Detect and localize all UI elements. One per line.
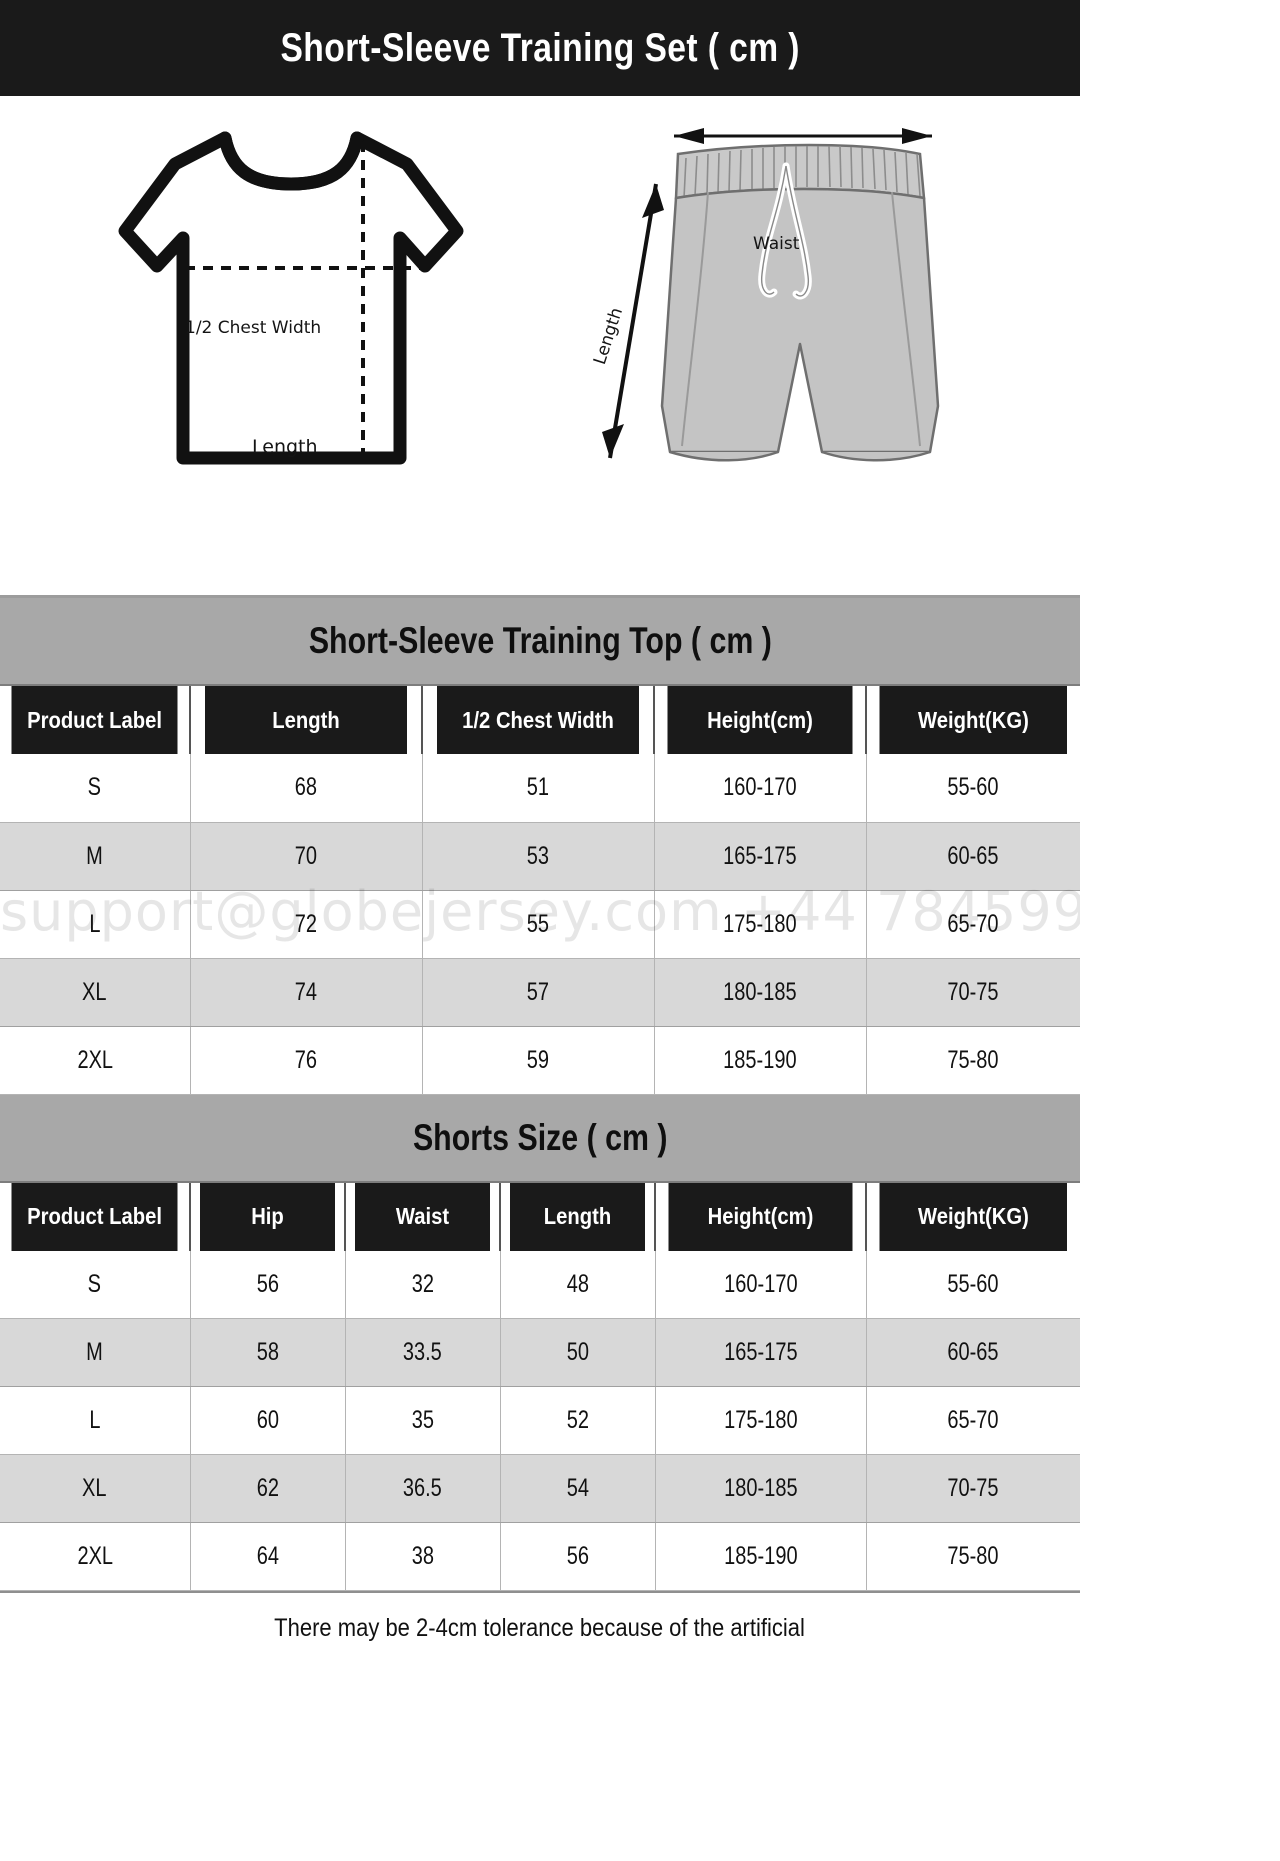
cell-hip: 58 [190,1318,346,1387]
column-header-length: Length [509,1182,647,1251]
column-header-weight: Weight(KG) [878,686,1068,754]
cell-chest: 59 [422,1026,655,1095]
cell-size: M [0,821,191,891]
cell-length: 68 [190,754,423,823]
cell-waist: 33.5 [345,1318,501,1387]
cell-length: 72 [190,890,423,959]
cell-weight: 70-75 [866,1454,1080,1523]
cell-weight: 60-65 [866,1318,1080,1387]
cell-weight: 60-65 [866,821,1080,891]
cell-weight: 65-70 [866,890,1080,959]
shorts-waist-label: Waist [753,234,800,254]
cell-height: 160-170 [655,1250,867,1319]
cell-size: L [0,1386,191,1455]
cell-length: 54 [500,1454,656,1523]
cell-weight: 75-80 [866,1026,1080,1095]
table-row: 2XL 64 38 56 185-190 75-80 [0,1522,1080,1591]
cell-length: 48 [500,1250,656,1319]
top-section-title: Short-Sleeve Training Top ( cm ) [308,620,772,661]
cell-height: 175-180 [654,890,867,959]
table-row: 2XL 76 59 185-190 75-80 [0,1026,1080,1095]
table-header-row: Product Label Hip Waist Length Height(cm… [0,1182,1080,1251]
cell-chest: 55 [422,890,655,959]
column-header-length: Length [203,686,409,754]
column-header-half-chest-width: 1/2 Chest Width [435,686,641,754]
table-row: M 70 53 165-175 60-65 [0,821,1080,891]
cell-height: 185-190 [655,1522,867,1591]
top-section-header: Short-Sleeve Training Top ( cm ) [0,598,1080,686]
size-chart-page: Short-Sleeve Training Set ( cm ) 1/2 Che… [0,0,1080,1663]
column-header-product-label: Product Label [11,686,180,754]
shorts-diagram-icon [602,128,940,462]
column-header-height: Height(cm) [667,1182,855,1251]
shirt-length-label: Length [252,436,318,458]
garment-diagram-area: 1/2 Chest Width Length [0,96,1080,598]
cell-weight: 70-75 [866,957,1080,1027]
cell-hip: 56 [190,1250,346,1319]
cell-size: 2XL [0,1026,191,1095]
cell-waist: 38 [345,1522,501,1591]
cell-length: 50 [500,1318,656,1387]
table-row: L 72 55 175-180 65-70 [0,890,1080,959]
cell-waist: 35 [345,1386,501,1455]
cell-hip: 60 [190,1386,346,1455]
tolerance-note-bar: There may be 2-4cm tolerance because of … [0,1591,1080,1663]
tshirt-diagram-icon [118,131,464,465]
cell-height: 185-190 [654,1026,867,1095]
cell-size: S [0,754,191,823]
shorts-section-header: Shorts Size ( cm ) [0,1094,1080,1183]
cell-length: 70 [190,821,423,891]
cell-waist: 32 [345,1250,501,1319]
page-title-bar: Short-Sleeve Training Set ( cm ) [0,0,1080,96]
cell-height: 160-170 [654,754,867,823]
table-row: S 56 32 48 160-170 55-60 [0,1250,1080,1319]
cell-chest: 51 [422,754,655,823]
cell-length: 56 [500,1522,656,1591]
cell-weight: 55-60 [866,754,1080,823]
cell-height: 180-185 [654,957,867,1027]
table-row: XL 74 57 180-185 70-75 [0,957,1080,1027]
shorts-section-title: Shorts Size ( cm ) [412,1116,668,1158]
table-row: M 58 33.5 50 165-175 60-65 [0,1318,1080,1387]
cell-height: 175-180 [655,1386,867,1455]
training-top-size-table: Product Label Length 1/2 Chest Width Hei… [0,686,1080,1095]
cell-size: 2XL [0,1522,191,1591]
column-header-weight: Weight(KG) [878,1182,1068,1251]
cell-chest: 53 [422,821,655,891]
cell-length: 74 [190,957,423,1027]
column-header-waist: Waist [354,1182,492,1251]
cell-size: L [0,890,191,959]
cell-waist: 36.5 [345,1454,501,1523]
cell-height: 165-175 [655,1318,867,1387]
cell-chest: 57 [422,957,655,1027]
cell-height: 165-175 [654,821,867,891]
cell-size: M [0,1318,191,1387]
cell-hip: 64 [190,1522,346,1591]
cell-size: XL [0,957,191,1027]
table-header-row: Product Label Length 1/2 Chest Width Hei… [0,686,1080,754]
shirt-chest-label: 1/2 Chest Width [185,318,322,338]
column-header-height: Height(cm) [666,686,855,754]
column-header-product-label: Product Label [11,1182,180,1251]
cell-height: 180-185 [655,1454,867,1523]
table-row: S 68 51 160-170 55-60 [0,754,1080,823]
tolerance-note: There may be 2-4cm tolerance because of … [274,1613,806,1642]
cell-hip: 62 [190,1454,346,1523]
cell-size: XL [0,1454,191,1523]
cell-weight: 75-80 [866,1522,1080,1591]
cell-length: 52 [500,1386,656,1455]
column-header-hip: Hip [199,1182,337,1251]
table-row: L 60 35 52 175-180 65-70 [0,1386,1080,1455]
page-title: Short-Sleeve Training Set ( cm ) [280,25,800,70]
cell-length: 76 [190,1026,423,1095]
shorts-size-table: Product Label Hip Waist Length Height(cm… [0,1182,1080,1591]
table-row: XL 62 36.5 54 180-185 70-75 [0,1454,1080,1523]
cell-weight: 55-60 [866,1250,1080,1319]
cell-weight: 65-70 [866,1386,1080,1455]
cell-size: S [0,1250,191,1319]
